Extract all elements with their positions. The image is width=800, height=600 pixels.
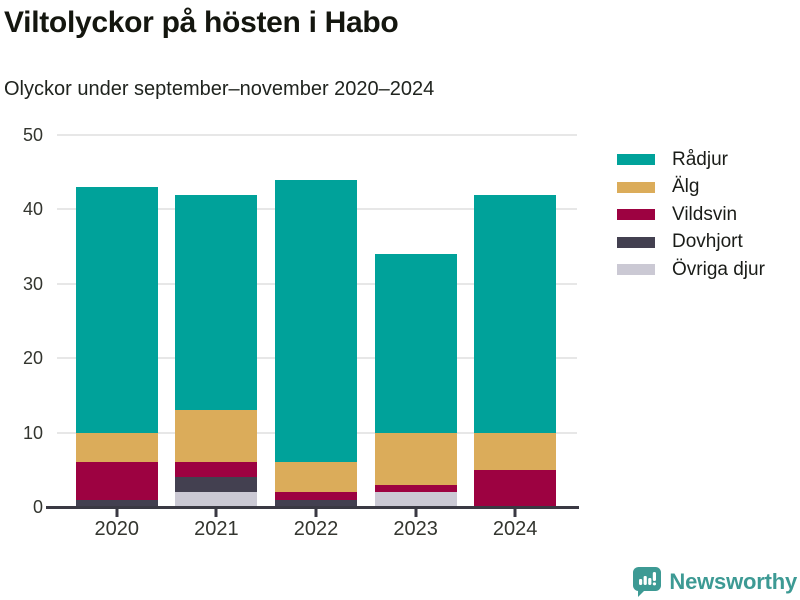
x-tick-mark [214, 509, 218, 517]
plot-area [46, 134, 579, 517]
x-tick-label: 2021 [194, 518, 239, 540]
stacked-bar [474, 194, 557, 507]
bar-segment-Vildsvin [175, 462, 258, 478]
bar-segment-Älg [75, 432, 158, 463]
legend-label: Älg [672, 176, 700, 198]
legend-swatch [617, 264, 655, 276]
x-tick-mark [414, 509, 418, 517]
bar-segment-Rådjur [474, 194, 557, 433]
legend-label: Vildsvin [672, 203, 738, 225]
x-tick-mark [314, 509, 318, 517]
bar-segment-Rådjur [274, 179, 357, 463]
stacked-bar [75, 187, 158, 507]
x-tick-mark [115, 509, 119, 517]
bar-segment-Vildsvin [274, 492, 357, 500]
bar-column-2023 [366, 135, 466, 517]
legend-label: Rådjur [672, 148, 728, 170]
newsworthy-wordmark: Newsworthy [669, 569, 797, 594]
bar-segment-Övriga djur [175, 492, 258, 507]
bar-segment-Rådjur [374, 254, 457, 433]
bar-segment-Rådjur [175, 194, 258, 411]
legend-item-Vildsvin: Vildsvin [617, 201, 765, 229]
legend-label: Dovhjort [672, 231, 743, 253]
y-tick-label: 0 [32, 497, 43, 517]
bar-segment-Vildsvin [374, 484, 457, 493]
bar-column-2024 [465, 135, 565, 517]
bar-segment-Övriga djur [374, 492, 457, 507]
legend-swatch [617, 181, 655, 193]
x-axis-line [46, 506, 579, 509]
bar-column-2020 [67, 135, 167, 517]
newsworthy-logo: Newsworthy [632, 566, 797, 598]
bar-segment-Vildsvin [75, 462, 158, 500]
stacked-bar [175, 194, 258, 507]
legend-item-Övriga djur: Övriga djur [617, 256, 765, 284]
x-tick-label: 2020 [94, 518, 140, 540]
bar-segment-Dovhjort [175, 477, 258, 493]
legend-swatch [617, 209, 655, 221]
legend-swatch [617, 236, 655, 248]
y-tick-label: 20 [22, 348, 43, 369]
newsworthy-bubble-icon [633, 567, 662, 597]
chart-title: Viltolyckor på hösten i Habo [4, 6, 399, 39]
legend-item-Älg: Älg [617, 174, 765, 202]
x-tick-label: 2023 [393, 518, 438, 540]
bar-segment-Älg [474, 432, 557, 470]
bars-container [55, 135, 577, 517]
gridline-50 [57, 134, 577, 136]
bar-segment-Vildsvin [474, 469, 557, 507]
legend: Rådjur Älg Vildsvin Dovhjort Övriga djur [617, 146, 765, 284]
y-tick-label: 30 [22, 273, 43, 294]
y-tick-label: 50 [22, 125, 43, 145]
legend-swatch [617, 154, 655, 166]
legend-item-Dovhjort: Dovhjort [617, 229, 765, 257]
x-tick-label: 2022 [293, 518, 339, 540]
stacked-bar [274, 179, 357, 507]
x-tick-label: 2024 [492, 518, 538, 540]
x-tick-mark [513, 509, 517, 517]
bar-segment-Älg [274, 462, 357, 493]
bar-segment-Dovhjort [274, 499, 357, 507]
y-tick-label: 10 [22, 422, 43, 443]
stacked-bar [374, 254, 457, 507]
y-axis-labels: 0 10 20 30 40 50 [0, 126, 43, 516]
chart-subtitle: Olyckor under september–november 2020–20… [4, 78, 435, 100]
bar-column-2022 [266, 135, 366, 517]
bar-column-2021 [167, 135, 267, 517]
bar-segment-Älg [374, 432, 457, 485]
bar-segment-Älg [175, 410, 258, 463]
x-axis-labels: 2020 2021 2022 2023 2024 [55, 518, 577, 541]
bar-segment-Rådjur [75, 187, 158, 433]
legend-item-Rådjur: Rådjur [617, 146, 765, 174]
y-tick-label: 40 [22, 199, 43, 220]
legend-label: Övriga djur [672, 258, 765, 280]
bar-segment-Dovhjort [75, 499, 158, 507]
